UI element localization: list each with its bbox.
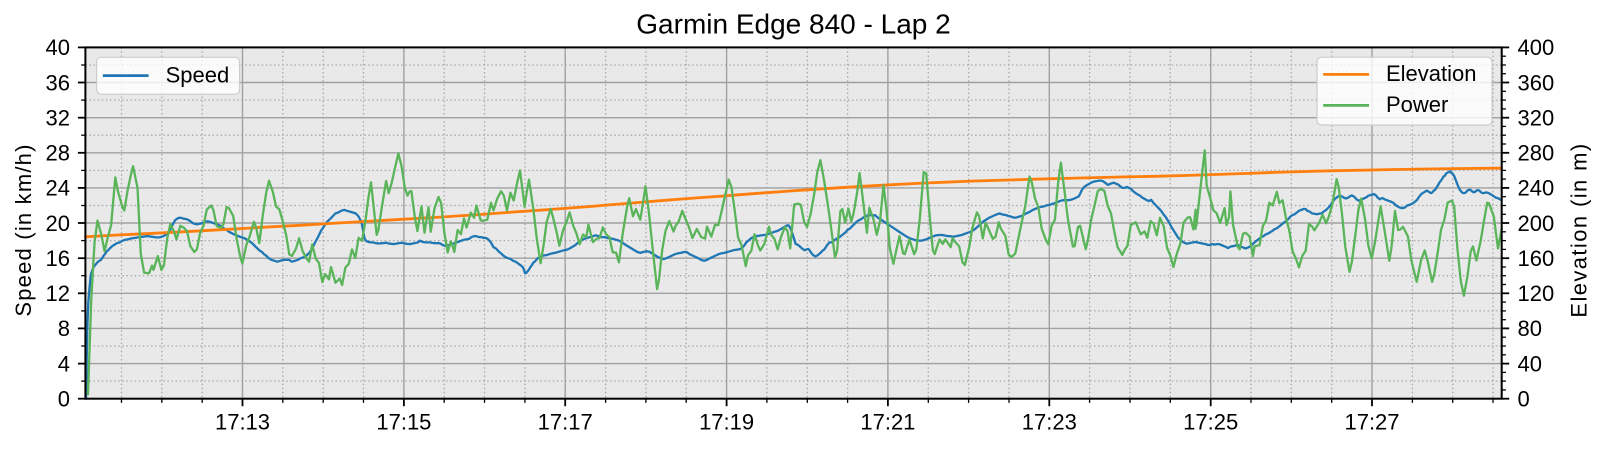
- svg-text:40: 40: [46, 35, 70, 60]
- svg-text:4: 4: [58, 351, 70, 376]
- svg-text:Speed: Speed: [166, 62, 230, 87]
- svg-text:20: 20: [46, 211, 70, 236]
- svg-text:17:27: 17:27: [1344, 410, 1399, 435]
- svg-text:17:13: 17:13: [215, 410, 270, 435]
- svg-text:240: 240: [1518, 176, 1555, 201]
- svg-text:400: 400: [1518, 35, 1555, 60]
- svg-text:Power: Power: [1386, 92, 1448, 117]
- svg-text:12: 12: [46, 281, 70, 306]
- svg-text:8: 8: [58, 316, 70, 341]
- svg-text:160: 160: [1518, 246, 1555, 271]
- svg-text:24: 24: [46, 176, 70, 201]
- svg-text:Speed (in km/h): Speed (in km/h): [11, 143, 36, 316]
- svg-text:80: 80: [1518, 316, 1542, 341]
- svg-text:16: 16: [46, 246, 70, 271]
- svg-text:Elevation: Elevation: [1386, 61, 1477, 86]
- svg-text:17:25: 17:25: [1183, 410, 1238, 435]
- svg-text:17:19: 17:19: [699, 410, 754, 435]
- svg-text:28: 28: [46, 141, 70, 166]
- svg-text:32: 32: [46, 106, 70, 131]
- svg-text:320: 320: [1518, 106, 1555, 131]
- svg-text:360: 360: [1518, 70, 1555, 95]
- svg-text:0: 0: [58, 387, 70, 412]
- svg-text:0: 0: [1518, 387, 1530, 412]
- svg-text:17:15: 17:15: [376, 410, 431, 435]
- svg-text:17:17: 17:17: [538, 410, 593, 435]
- svg-text:200: 200: [1518, 211, 1555, 236]
- svg-text:17:21: 17:21: [860, 410, 915, 435]
- svg-text:Elevation (in m): Elevation (in m): [1567, 142, 1592, 317]
- svg-text:40: 40: [1518, 351, 1542, 376]
- svg-text:280: 280: [1518, 141, 1555, 166]
- svg-text:17:23: 17:23: [1022, 410, 1077, 435]
- svg-text:36: 36: [46, 70, 70, 95]
- svg-text:Garmin Edge 840 - Lap 2: Garmin Edge 840 - Lap 2: [636, 9, 950, 40]
- svg-text:120: 120: [1518, 281, 1555, 306]
